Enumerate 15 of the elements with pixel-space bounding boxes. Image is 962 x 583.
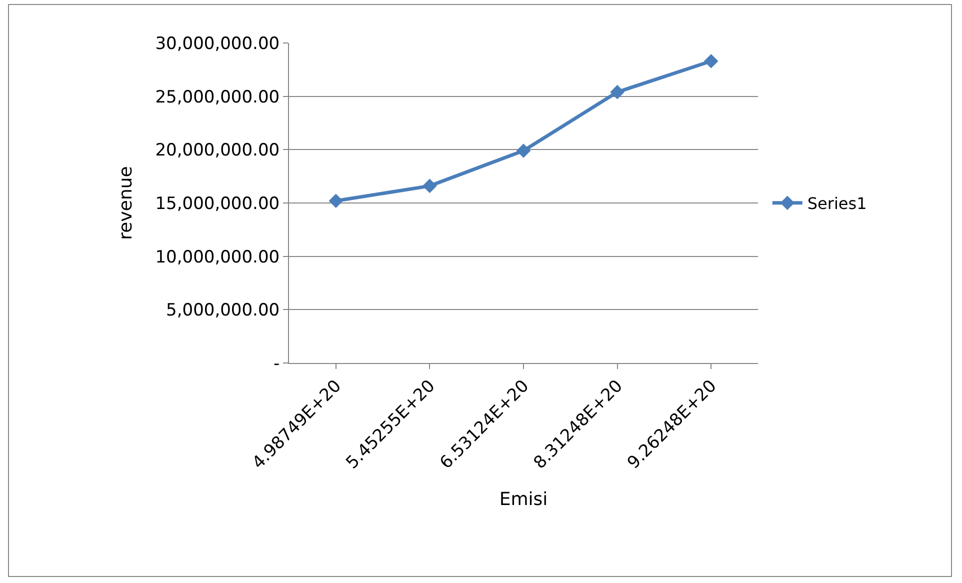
point xyxy=(422,178,437,194)
point xyxy=(610,84,624,100)
legend-label: Series1 xyxy=(807,194,867,214)
y-tick-label: 25,000,000.00 xyxy=(155,87,280,108)
point xyxy=(704,54,718,68)
y-tick-label: 10,000,000.00 xyxy=(155,247,280,268)
point xyxy=(328,194,344,208)
y-tick-label: 5,000,000.00 xyxy=(166,300,280,321)
y-tick-label: 30,000,000.00 xyxy=(155,34,280,54)
y-tick-label: - xyxy=(273,354,280,374)
y-axis-title: revenue xyxy=(115,166,136,240)
x-axis-title: Emisi xyxy=(499,489,548,510)
point xyxy=(516,144,531,158)
y-tick-label: 20,000,000.00 xyxy=(155,140,280,161)
y-tick-label: 15,000,000.00 xyxy=(155,194,280,214)
